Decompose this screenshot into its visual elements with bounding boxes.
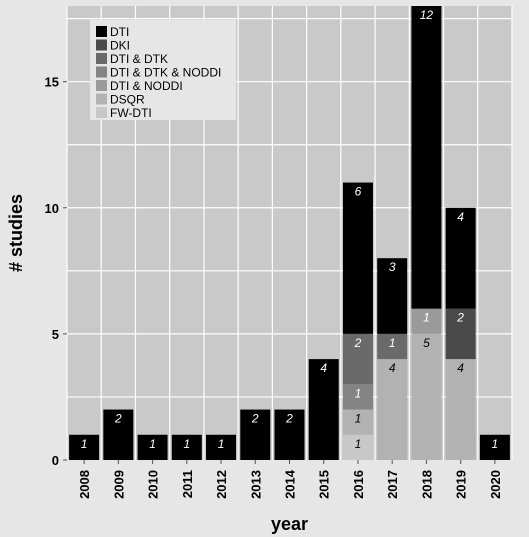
y-tick-label: 0 <box>52 453 59 468</box>
bar-value-label: 4 <box>457 210 464 224</box>
bar-segment <box>240 409 271 460</box>
bar-segment <box>103 409 134 460</box>
bar-value-label: 1 <box>423 311 430 325</box>
x-tick-label: 2012 <box>214 470 229 499</box>
legend-swatch <box>96 26 107 37</box>
bar-segment <box>479 434 510 460</box>
x-tick-label: 2018 <box>419 470 434 499</box>
bar-value-label: 1 <box>218 437 225 451</box>
bar-value-label: 12 <box>420 8 434 22</box>
bar-value-label: 2 <box>354 336 362 350</box>
bar-value-label: 1 <box>492 437 499 451</box>
bar-segment <box>69 434 100 460</box>
legend-swatch <box>96 39 107 51</box>
legend-label: DTI & DTK & NODDI <box>110 66 221 80</box>
legend-swatch <box>96 93 107 105</box>
bars <box>69 6 510 460</box>
x-tick-label: 2020 <box>488 470 503 499</box>
bar-segment <box>411 333 442 460</box>
legend-label: DSQR <box>110 93 145 107</box>
x-tick-label: 2015 <box>317 470 332 499</box>
x-tick-label: 2019 <box>454 470 469 499</box>
bar-segment <box>342 409 373 435</box>
x-tick-label: 2016 <box>351 470 366 499</box>
bar-value-label: 1 <box>81 437 88 451</box>
x-tick-label: 2010 <box>146 470 161 499</box>
x-axis-ticks: 2008 2009 2010 2011 2012 2013 2014 2015 2016 2017… <box>77 460 503 499</box>
bar-segment <box>308 359 339 460</box>
bar-value-label: 2 <box>251 412 259 426</box>
bar-value-label: 1 <box>183 437 190 451</box>
bar-value-label: 1 <box>355 437 362 451</box>
legend-swatch <box>96 66 107 78</box>
bar-value-label: 5 <box>423 336 430 350</box>
legend-label: DTI & NODDI <box>110 79 183 93</box>
bar-segment <box>342 333 373 385</box>
x-tick-label: 2008 <box>77 470 92 499</box>
bar-segment <box>137 434 168 460</box>
legend-box <box>90 20 236 120</box>
bar-segment <box>411 308 442 334</box>
bar-segment <box>377 333 408 360</box>
bar-value-label: 1 <box>389 336 396 350</box>
bar-segment <box>274 409 305 460</box>
bar-value-label: 4 <box>320 361 327 375</box>
x-tick-label: 2013 <box>248 470 263 499</box>
y-tick-label: 15 <box>45 75 59 90</box>
bar-value-label: 1 <box>355 412 362 426</box>
bar-value-label: 4 <box>457 361 464 375</box>
bar-segment <box>377 258 408 334</box>
x-tick-label: 2011 <box>180 470 195 498</box>
legend-label: DTI <box>110 25 129 39</box>
legend-swatch <box>96 107 107 118</box>
bar-value-label: 1 <box>355 386 362 400</box>
x-axis-title: year <box>271 514 308 534</box>
x-tick-label: 2014 <box>283 469 298 499</box>
bar-segment <box>445 359 476 460</box>
legend-label: DTI & DTK <box>110 52 168 66</box>
bar-segment <box>377 359 408 460</box>
bar-value-label: 6 <box>355 185 362 199</box>
bar-value-label: 4 <box>389 361 396 375</box>
bar-segment <box>342 182 373 334</box>
bar-segment <box>445 308 476 360</box>
bar-value-label: 2 <box>285 412 293 426</box>
x-tick-label: 2009 <box>111 470 126 499</box>
y-tick-label: 10 <box>45 201 59 216</box>
bar-segment <box>171 434 202 460</box>
bar-value-label: 3 <box>389 260 396 274</box>
bar-segment <box>342 384 373 410</box>
bar-value-label: 2 <box>456 311 464 325</box>
bar-segment <box>342 434 373 460</box>
y-axis-ticks: 0 5 10 15 <box>45 75 67 468</box>
bar-segment <box>411 6 442 309</box>
legend-swatch <box>96 80 107 91</box>
bar-value-label: 1 <box>149 437 156 451</box>
legend-swatch <box>96 53 107 64</box>
legend-label: DKI <box>110 39 130 53</box>
bar-value-label: 2 <box>114 412 122 426</box>
bar-segment <box>445 207 476 309</box>
bar-segment <box>206 434 237 460</box>
y-tick-label: 5 <box>52 327 59 342</box>
legend-label: FW-DTI <box>110 106 152 120</box>
y-axis-title: # studies <box>6 194 26 272</box>
x-tick-label: 2017 <box>385 470 400 499</box>
